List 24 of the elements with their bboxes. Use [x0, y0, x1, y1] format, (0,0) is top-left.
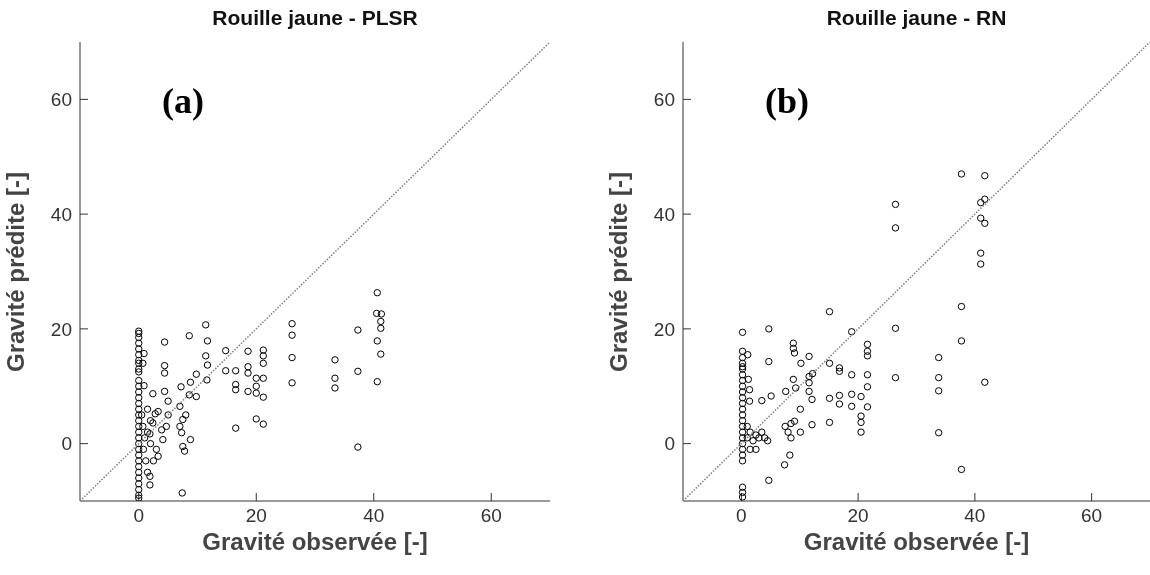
x-tick-label: 0	[133, 505, 145, 527]
y-axis-title: Gravité prédite [-]	[605, 171, 633, 373]
x-tick-label: 60	[480, 505, 502, 527]
x-tick-label: 0	[736, 505, 747, 527]
x-tick-label: 40	[363, 505, 385, 527]
y-tick-label: 20	[50, 318, 72, 340]
x-tick-label: 60	[1081, 505, 1103, 527]
y-tick-label: 60	[50, 89, 72, 111]
y-tick-label: 0	[61, 433, 72, 455]
y-tick-label: 60	[653, 89, 675, 111]
x-tick-label: 20	[847, 505, 869, 527]
y-tick-label: 20	[653, 318, 675, 340]
x-axis-title: Gravité observée [-]	[201, 528, 429, 556]
chart-title: Rouille jaune - PLSR	[211, 6, 419, 30]
y-tick-label: 40	[50, 203, 72, 225]
y-axis-title: Gravité prédite [-]	[2, 171, 30, 373]
x-tick-label: 40	[964, 505, 986, 527]
annotation: (b)	[765, 80, 809, 122]
x-axis-title: Gravité observée [-]	[802, 528, 1031, 556]
x-tick-label: 20	[245, 505, 267, 527]
chart-title: Rouille jaune - RN	[825, 6, 1008, 30]
annotation: (a)	[162, 80, 204, 122]
y-tick-label: 0	[664, 433, 675, 455]
y-tick-label: 40	[653, 203, 675, 225]
